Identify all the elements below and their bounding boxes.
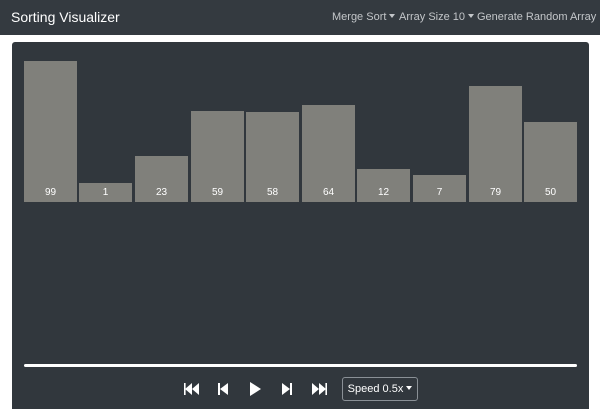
array-bar: 59 [191,111,244,202]
algorithm-dropdown-label: Merge Sort [332,11,387,23]
array-bar: 99 [24,61,77,202]
chevron-down-icon [406,386,413,390]
bar-value-label: 79 [489,187,502,198]
bar-value-label: 58 [266,187,279,198]
step-back-icon[interactable] [216,381,236,397]
speed-dropdown-label: Speed 0.5x [347,383,404,395]
bar-value-label: 99 [44,187,57,198]
step-forward-icon[interactable] [280,381,300,397]
array-bar: 79 [469,86,522,202]
bar-value-label: 1 [102,187,109,198]
skip-to-start-icon[interactable] [183,381,203,397]
chevron-down-icon [468,14,475,18]
bar-value-label: 64 [322,187,335,198]
bar-value-label: 23 [155,187,168,198]
bar-value-label: 50 [544,187,557,198]
array-size-dropdown[interactable]: Array Size 10 [399,11,475,24]
array-bar: 7 [413,175,466,202]
array-bar: 12 [357,169,410,202]
generate-random-array-button[interactable]: Generate Random Array [477,11,597,23]
array-bar: 50 [524,122,577,202]
bar-value-label: 7 [436,187,443,198]
chevron-down-icon [389,14,396,18]
array-bar: 1 [79,183,132,202]
array-bar: 64 [302,105,355,202]
skip-to-end-icon[interactable] [310,381,330,397]
bar-value-label: 59 [211,187,224,198]
algorithm-dropdown[interactable]: Merge Sort [332,11,396,24]
navbar: Sorting Visualizer Merge Sort Array Size… [0,0,600,35]
visualizer-panel: 99 1 23 59 58 64 12 7 79 50 Speed 0.5x [12,42,589,409]
bar-value-label: 12 [377,187,390,198]
progress-slider[interactable] [24,364,577,367]
bar-area: 99 1 23 59 58 64 12 7 79 50 [12,42,589,202]
speed-dropdown[interactable]: Speed 0.5x [342,377,418,401]
play-icon[interactable] [247,381,267,397]
app-title[interactable]: Sorting Visualizer [11,9,120,25]
array-bar: 58 [246,112,299,202]
array-bar: 23 [135,156,188,202]
array-size-dropdown-label: Array Size 10 [399,11,466,23]
